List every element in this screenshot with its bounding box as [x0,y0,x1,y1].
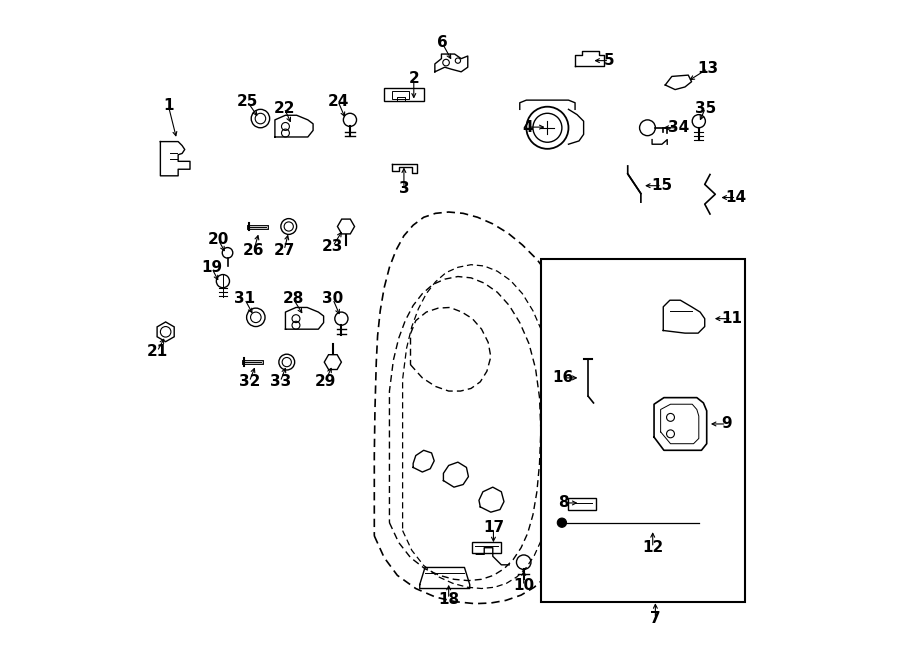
Text: 21: 21 [147,344,167,359]
Text: 19: 19 [202,260,222,276]
Text: 34: 34 [669,120,689,136]
Text: 5: 5 [604,53,615,68]
Text: 2: 2 [409,71,419,86]
Text: 4: 4 [522,120,533,135]
Text: 6: 6 [436,35,447,50]
Text: 23: 23 [322,239,344,254]
Text: 25: 25 [237,94,258,109]
Text: 9: 9 [721,416,732,432]
Text: 12: 12 [642,540,663,555]
Polygon shape [665,75,691,90]
Text: 33: 33 [270,374,291,389]
Bar [392,91,409,98]
Bar [384,89,424,101]
Text: 32: 32 [238,374,260,389]
Text: 22: 22 [274,100,295,116]
Text: 30: 30 [322,292,344,307]
Text: 35: 35 [695,100,716,116]
Text: 14: 14 [725,190,747,205]
Text: 27: 27 [274,243,295,258]
Text: 1: 1 [163,98,174,113]
Text: 16: 16 [553,370,574,385]
Circle shape [557,518,566,527]
Text: 8: 8 [558,496,569,510]
Text: 10: 10 [513,578,535,594]
Text: 18: 18 [438,592,459,607]
Text: 20: 20 [208,232,229,247]
Text: 29: 29 [314,374,336,389]
Text: 17: 17 [483,520,504,535]
Text: 15: 15 [652,178,672,193]
Text: 11: 11 [721,311,742,326]
Text: 7: 7 [650,611,661,627]
Text: 13: 13 [698,61,718,76]
Bar [541,259,745,602]
Text: 31: 31 [234,292,256,307]
Text: 28: 28 [283,292,304,307]
Text: 24: 24 [328,94,349,109]
Text: 3: 3 [399,181,410,196]
Bar [569,498,596,510]
Text: 26: 26 [243,243,265,258]
Bar [472,543,501,553]
